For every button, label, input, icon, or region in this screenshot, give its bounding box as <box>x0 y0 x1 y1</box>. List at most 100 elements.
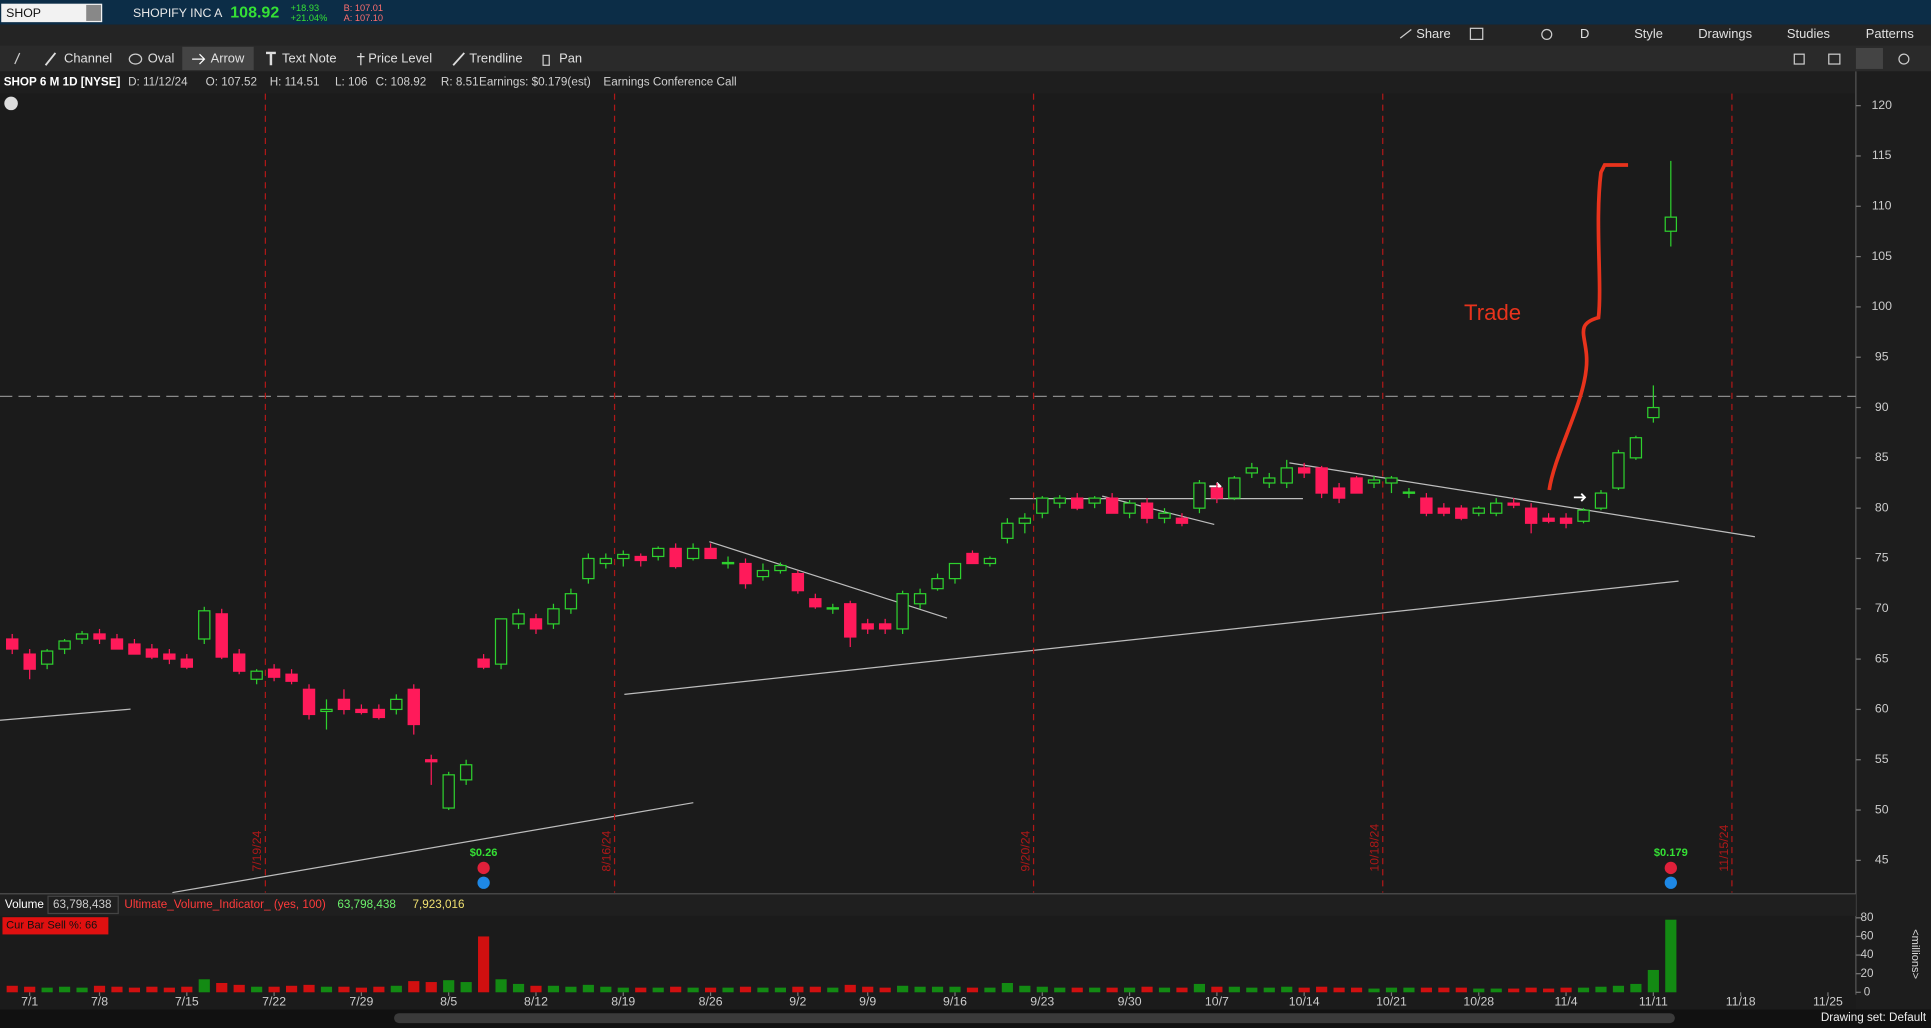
active-tool <box>182 46 254 71</box>
volume-bar <box>181 986 193 993</box>
candle-body <box>1664 216 1678 232</box>
candle-body <box>704 547 717 560</box>
candle-body <box>1524 507 1538 524</box>
volume-bar <box>565 986 577 993</box>
candle-body <box>809 598 822 608</box>
candle-body <box>23 653 36 670</box>
symbol-dropdown[interactable] <box>86 4 101 21</box>
volume-bar <box>914 986 926 993</box>
volume-bar <box>722 987 734 993</box>
trendline-tool[interactable]: Trendline <box>469 51 522 66</box>
candle-body <box>1175 517 1189 524</box>
candle-body <box>93 633 106 640</box>
candle-body <box>1263 477 1276 484</box>
candle-body <box>861 623 874 630</box>
x-tick-label: 8/5 <box>440 994 457 1008</box>
volume-bar <box>1054 987 1066 993</box>
candle-body <box>826 607 839 610</box>
volume-bar <box>41 987 53 993</box>
grid-icon[interactable] <box>1828 53 1841 65</box>
low: L: 106 <box>335 76 368 89</box>
price-level-tool[interactable]: Price Level <box>368 51 432 66</box>
y-tick-label: 100 <box>1871 299 1892 313</box>
top-toolbar <box>0 24 1931 46</box>
settings-icon[interactable] <box>1541 28 1553 41</box>
volume-bar <box>1124 987 1136 993</box>
studies-button[interactable]: Studies <box>1787 26 1830 41</box>
scrollbar[interactable] <box>394 1013 1675 1024</box>
candle-body <box>145 648 159 658</box>
all-icon[interactable] <box>1855 48 1883 69</box>
candle-body <box>1245 467 1259 474</box>
volume-bar <box>1333 987 1345 993</box>
volume-bar <box>1211 986 1223 993</box>
share-button[interactable]: Share <box>1416 26 1450 41</box>
x-tick-label: 7/22 <box>262 994 286 1008</box>
volume-axis-label: <millions> <box>1909 929 1921 979</box>
pan-tool[interactable]: Pan <box>559 51 582 66</box>
candle-body <box>512 613 525 625</box>
oval-tool[interactable]: Oval <box>148 51 175 66</box>
timeframe-button[interactable]: D <box>1580 26 1589 41</box>
volume-bar <box>1385 987 1398 993</box>
volume-bar <box>1612 985 1625 993</box>
candle-body <box>791 572 805 592</box>
layout-icon[interactable] <box>1793 53 1805 65</box>
arrow-tool[interactable]: Arrow <box>211 51 245 66</box>
icon[interactable] <box>1469 27 1484 41</box>
volume-bar <box>827 987 839 993</box>
candle-body <box>1071 497 1084 509</box>
volume-bar <box>1595 986 1607 993</box>
volume-bar <box>24 986 36 993</box>
indicator-value: 63,798,438 <box>337 898 396 911</box>
volume-bar <box>320 986 333 993</box>
x-tick-label: 7/29 <box>349 994 373 1008</box>
candle-body <box>180 658 194 668</box>
volume-bar <box>198 979 210 993</box>
settings-icon[interactable] <box>1898 53 1910 65</box>
y-tick-label: 65 <box>1875 651 1889 665</box>
y-tick-label: 90 <box>1875 400 1889 414</box>
volume-bar <box>879 987 891 993</box>
candle-body <box>1629 437 1643 459</box>
volume-bar <box>1647 969 1659 993</box>
volume-bar <box>966 987 979 993</box>
volume-bar <box>1071 987 1083 993</box>
candle-body <box>1332 487 1346 499</box>
candle-body <box>285 673 298 682</box>
volume-bar <box>233 984 245 993</box>
x-tick-label: 9/2 <box>789 994 806 1008</box>
volume-bar <box>792 986 804 993</box>
alert-icon[interactable] <box>4 96 18 111</box>
x-tick-label: 7/15 <box>175 994 199 1008</box>
drawings-button[interactable]: Drawings <box>1698 26 1752 41</box>
volume-bar <box>1438 987 1450 993</box>
volume-bar <box>1246 987 1258 993</box>
text-icon <box>266 51 276 66</box>
x-tick-label: 9/30 <box>1118 994 1142 1008</box>
y-tick-label: 120 <box>1871 98 1892 112</box>
trendline <box>0 708 131 721</box>
volume-bar <box>1298 987 1310 993</box>
channel-tool[interactable]: Channel <box>64 51 112 66</box>
style-button[interactable]: Style <box>1634 26 1663 41</box>
change-pct: +21.04% <box>291 13 328 23</box>
volume-bar <box>530 985 542 993</box>
arrow-icon <box>192 53 206 65</box>
candle-body <box>1053 497 1066 504</box>
candle-body <box>651 547 665 558</box>
volume-bar <box>425 982 437 993</box>
volume-bar <box>1490 988 1502 993</box>
y-tick-label: 85 <box>1875 450 1889 464</box>
box <box>47 895 119 915</box>
volume-bar <box>478 936 490 993</box>
volume-bar <box>93 985 106 993</box>
x-tick-label: 11/11 <box>1639 994 1668 1008</box>
event-label: 11/15/24 <box>1717 825 1731 872</box>
y-tick-label: 105 <box>1871 249 1892 263</box>
event-label: 7/19/24 <box>250 830 264 871</box>
trade-annotation: Trade <box>1464 300 1521 325</box>
text-note-tool[interactable]: Text Note <box>282 51 337 66</box>
patterns-button[interactable]: Patterns <box>1866 26 1914 41</box>
symbol-box[interactable] <box>1 3 103 23</box>
